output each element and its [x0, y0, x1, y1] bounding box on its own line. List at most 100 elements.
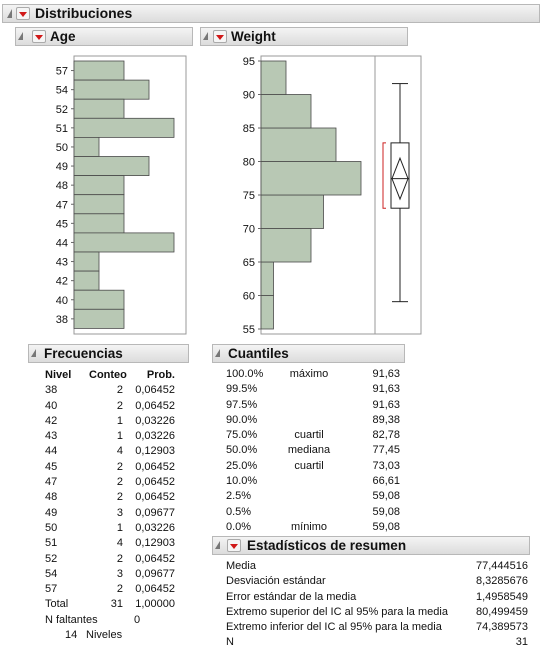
- table-row: 38 2 0,06452: [45, 383, 175, 398]
- quantile-label: máximo: [289, 368, 329, 380]
- quantile-row: 10.0% 66,61: [226, 474, 400, 489]
- quantile-label: mínimo: [290, 520, 328, 533]
- tick-label: 80: [243, 157, 255, 169]
- quantile-value: 73,03: [372, 459, 400, 472]
- collapse-triangle-icon[interactable]: [215, 541, 220, 549]
- summary-label: Media: [226, 560, 256, 572]
- column-header: Prob.: [146, 369, 175, 381]
- count-cell: 2: [116, 552, 123, 565]
- collapse-triangle-icon[interactable]: [203, 32, 208, 40]
- prob-cell: 0,03226: [135, 521, 175, 534]
- prob-cell: 0,12903: [135, 445, 175, 458]
- summary-row: Media 77,444516: [226, 559, 528, 574]
- tick-label: 85: [243, 123, 255, 135]
- quantile-percent: 0.5%: [226, 505, 252, 518]
- summary-label: Error estándar de la media: [226, 590, 357, 603]
- table-row: 54 3 0,09677: [45, 567, 175, 582]
- summary-label: N: [226, 636, 234, 649]
- cuantiles-header[interactable]: Cuantiles: [212, 344, 405, 363]
- tick-label: 42: [56, 276, 68, 288]
- table-row: 49 3 0,09677: [45, 506, 175, 521]
- table-row: 50 1 0,03226: [45, 521, 175, 536]
- table-row: 44 4 0,12903: [45, 444, 175, 459]
- count-cell: 4: [116, 537, 123, 550]
- quantile-label: mediana: [287, 444, 331, 457]
- cuantiles-title: Cuantiles: [228, 346, 289, 361]
- count-cell: 1: [116, 430, 123, 443]
- level-cell: 40: [45, 399, 58, 412]
- histogram-bar: [260, 261, 274, 296]
- red-triangle-menu-icon[interactable]: [32, 30, 46, 43]
- quantile-row: 100.0% máximo 91,63: [226, 367, 400, 382]
- level-cell: 45: [45, 460, 58, 473]
- tick-label: 75: [243, 190, 255, 202]
- quantile-percent: 100.0%: [226, 368, 264, 380]
- quantile-percent: 90.0%: [226, 413, 258, 426]
- tick-label: 65: [243, 257, 255, 269]
- table-row: 42 1 0,03226: [45, 414, 175, 429]
- count-cell: 2: [116, 399, 123, 412]
- missing-label: N faltantes: [45, 613, 98, 626]
- resumen-header[interactable]: Estadísticos de resumen: [212, 536, 530, 555]
- level-cell: 47: [45, 476, 58, 489]
- quantile-percent: 2.5%: [226, 490, 252, 503]
- level-cell: 54: [45, 567, 58, 580]
- collapse-triangle-icon[interactable]: [7, 9, 12, 18]
- table-row: 51 4 0,12903: [45, 536, 175, 551]
- red-triangle-menu-icon[interactable]: [227, 539, 241, 552]
- column-header: Nivel: [45, 369, 72, 381]
- level-cell: Total: [45, 598, 69, 611]
- weight-header[interactable]: Weight: [200, 27, 408, 46]
- red-triangle-menu-icon[interactable]: [213, 30, 227, 43]
- quantile-value: 77,45: [372, 444, 400, 457]
- summary-row: Extremo inferior del IC al 95% para la m…: [226, 620, 528, 635]
- prob-cell: 0,03226: [135, 430, 175, 443]
- histogram-bar: [73, 79, 150, 100]
- quantile-row: 90.0% 89,38: [226, 413, 400, 428]
- frecuencias-header[interactable]: Frecuencias: [28, 344, 189, 363]
- tick-label: 55: [243, 324, 255, 335]
- count-cell: 3: [116, 506, 123, 519]
- collapse-triangle-icon[interactable]: [215, 349, 220, 357]
- count-cell: 31: [110, 598, 123, 611]
- prob-cell: 1,00000: [135, 598, 175, 611]
- quantile-value: 59,08: [372, 505, 400, 518]
- count-cell: 2: [116, 583, 123, 596]
- histogram-bar: [260, 228, 312, 263]
- histogram-bar: [260, 194, 324, 229]
- page-title: Distribuciones: [35, 5, 133, 21]
- count-cell: 2: [116, 491, 123, 504]
- quantile-percent: 25.0%: [226, 459, 258, 472]
- age-histogram: 57 54 52 51 50 49 48 47 45 44 43 42 40 38: [56, 55, 187, 335]
- summary-label: Extremo inferior del IC al 95% para la m…: [226, 621, 442, 634]
- quantile-row: 75.0% cuartil 82,78: [226, 428, 400, 443]
- levels-label: Niveles: [86, 629, 123, 642]
- age-header[interactable]: Age: [15, 27, 193, 46]
- prob-cell: 0,06452: [135, 399, 175, 412]
- collapse-triangle-icon[interactable]: [18, 32, 23, 40]
- count-cell: 1: [116, 521, 123, 534]
- missing-row: N faltantes 0: [45, 613, 175, 628]
- cuantiles-table: 100.0% máximo 91,63 99.5% 91,63 97.5% 91,63 90.…: [226, 367, 400, 535]
- collapse-triangle-icon[interactable]: [31, 349, 36, 357]
- tick-label: 48: [56, 180, 68, 192]
- levels-count: 14: [65, 629, 78, 642]
- quantile-value: 59,08: [372, 520, 400, 533]
- histogram-bar: [260, 295, 274, 330]
- prob-cell: 0,06452: [135, 476, 175, 489]
- prob-cell: 0,03226: [135, 414, 175, 427]
- missing-value: 0: [134, 613, 141, 626]
- summary-value: 77,444516: [476, 560, 528, 572]
- level-cell: 50: [45, 521, 58, 534]
- summary-value: 8,3285676: [476, 575, 528, 588]
- tick-label: 47: [56, 199, 68, 211]
- age-title: Age: [50, 29, 76, 44]
- red-triangle-menu-icon[interactable]: [16, 7, 30, 20]
- tick-label: 38: [56, 314, 68, 326]
- histogram-bar: [73, 270, 100, 291]
- quantile-row: 25.0% cuartil 73,03: [226, 459, 400, 474]
- distribuciones-header[interactable]: Distribuciones: [2, 4, 540, 23]
- resumen-table: Media 77,444516 Desviación estándar 8,32856…: [226, 559, 528, 651]
- prob-cell: 0,06452: [135, 491, 175, 504]
- histogram-bar: [73, 60, 125, 81]
